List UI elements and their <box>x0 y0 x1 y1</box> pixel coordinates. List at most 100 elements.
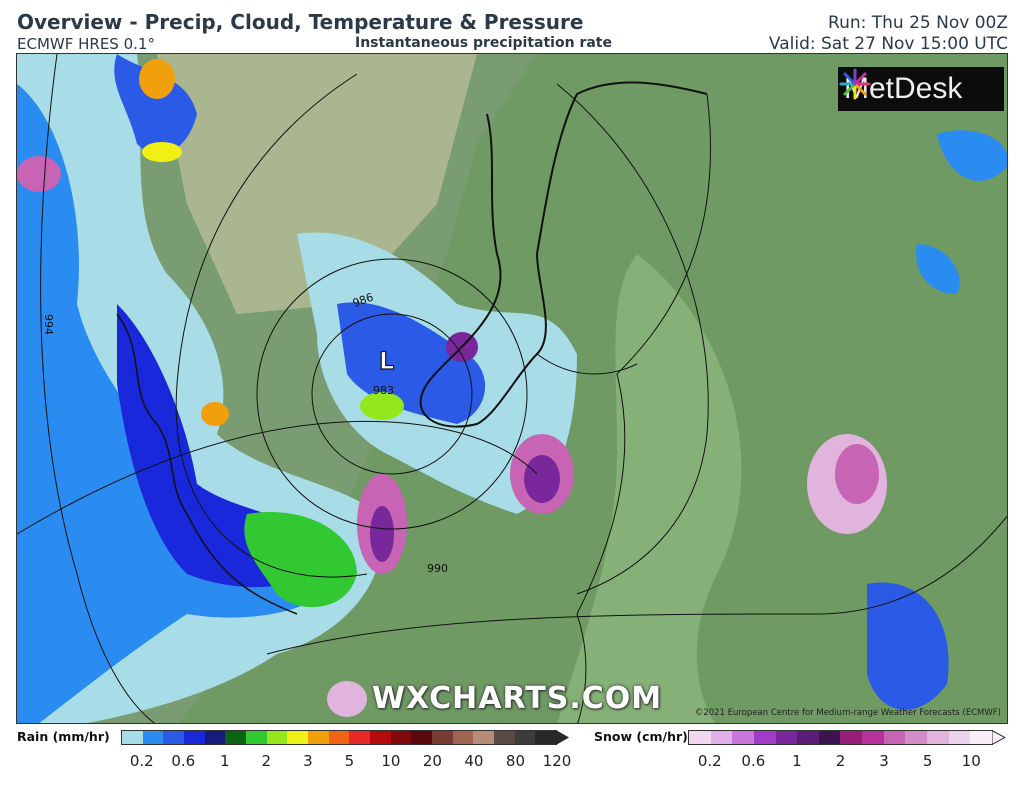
rain-colorbar-arrow <box>556 730 569 745</box>
rain-area <box>117 304 337 588</box>
isobar <box>17 420 538 535</box>
rain-cell <box>142 142 182 162</box>
low-pressure-value: 983 <box>373 384 394 397</box>
colorbar-tick-label: 5 <box>344 752 355 770</box>
rain-area <box>244 512 357 608</box>
colorbar-swatch <box>689 731 711 744</box>
colorbar-swatch <box>308 731 329 744</box>
colorbar-swatch <box>840 731 863 744</box>
isobar <box>175 73 368 578</box>
colorbar-swatch <box>862 731 884 744</box>
coastline <box>116 313 298 615</box>
colorbar-tick-label: 3 <box>879 752 889 770</box>
snow-area <box>835 444 879 504</box>
isobar-label: 994 <box>42 314 55 335</box>
rain-area <box>937 130 1007 181</box>
isobar <box>256 258 528 530</box>
colorbar-swatch <box>390 731 412 744</box>
rain-legend-label: Rain (mm/hr) <box>17 729 110 744</box>
colorbar-swatch <box>818 731 841 744</box>
colorbar-tick-label: 20 <box>422 752 442 770</box>
colorbar-swatch <box>225 731 247 744</box>
metdesk-logo-text: MetDesk <box>844 72 963 105</box>
colorbar-tick-label: 2 <box>835 752 846 770</box>
colorbar-swatch <box>287 731 309 744</box>
snow-colorbar-arrow <box>992 730 1006 745</box>
rain-cell <box>201 402 229 426</box>
colorbar-tick-label: 80 <box>505 752 526 770</box>
colorbar-swatch <box>927 731 949 744</box>
colorbar-swatch <box>411 731 433 744</box>
chart-subtitle: Instantaneous precipitation rate <box>355 35 612 51</box>
metdesk-logo: MetDesk <box>838 67 1004 111</box>
colorbar-swatch <box>246 731 267 744</box>
cloud-area <box>157 54 477 314</box>
colorbar-swatch <box>710 731 733 744</box>
colorbar-tick-label: 0.2 <box>697 752 722 770</box>
colorbar-tick-label: 0.6 <box>171 752 196 770</box>
colorbar-swatch <box>797 731 819 744</box>
colorbar-swatch <box>163 731 185 744</box>
colorbar-swatch <box>452 731 474 744</box>
colorbar-tick-label: 3 <box>303 752 313 770</box>
colorbar-tick-label: 0.6 <box>741 752 766 770</box>
border <box>536 353 638 375</box>
colorbar-tick-label: 2 <box>261 752 272 770</box>
isobar <box>556 83 709 595</box>
weather-map[interactable]: 994 986 990 L 983 MetDesk WXCHARTS.COM ©… <box>16 53 1008 724</box>
colorbar-tick-label: 0.2 <box>129 752 154 770</box>
colorbar-swatch <box>775 731 798 744</box>
rain-area <box>867 582 949 710</box>
colorbar-swatch <box>432 731 453 744</box>
rain-cell <box>139 59 175 99</box>
isobar <box>40 54 156 723</box>
chart-title: Overview - Precip, Cloud, Temperature & … <box>17 10 584 34</box>
colorbar-swatch <box>473 731 495 744</box>
rain-area <box>114 54 197 154</box>
rain-area <box>916 244 960 294</box>
colorbar-swatch <box>328 731 350 744</box>
snow-area <box>17 156 61 192</box>
snow-colorbar <box>688 730 993 745</box>
colorbar-swatch <box>732 731 754 744</box>
colorbar-tick-label: 40 <box>464 752 484 770</box>
colorbar-swatch <box>349 731 371 744</box>
copyright: ©2021 European Centre for Medium-range W… <box>694 708 1001 718</box>
snow-area <box>524 455 560 503</box>
colorbar-tick-label: 120 <box>542 752 572 770</box>
colorbar-swatch <box>753 731 776 744</box>
colorbar-swatch <box>370 731 391 744</box>
model-name: ECMWF HRES 0.1° <box>17 35 155 53</box>
coastline <box>419 81 708 428</box>
isobar <box>311 313 473 475</box>
low-pressure-marker: L <box>379 347 394 375</box>
colorbar-swatch <box>184 731 205 744</box>
colorbar-tick-label: 10 <box>381 752 401 770</box>
rain-cell <box>360 392 404 420</box>
watermark: WXCHARTS.COM <box>372 681 663 716</box>
isobar <box>266 515 1007 655</box>
colorbar-tick-label: 1 <box>220 752 230 770</box>
colorbar-swatch <box>494 731 515 744</box>
snow-area <box>370 506 394 562</box>
cloud-area <box>557 254 742 723</box>
rain-colorbar <box>121 730 557 745</box>
colorbar-swatch <box>514 731 536 744</box>
map-canvas: 994 986 990 L 983 <box>17 54 1007 723</box>
colorbar-swatch <box>970 731 992 744</box>
colorbar-swatch <box>142 731 164 744</box>
colorbar-tick-label: 5 <box>922 752 933 770</box>
run-time: Run: Thu 25 Nov 00Z <box>828 13 1008 33</box>
isobar-label: 990 <box>427 562 448 575</box>
colorbar-swatch <box>883 731 906 744</box>
border <box>576 93 711 723</box>
snow-area <box>327 681 367 717</box>
colorbar-swatch <box>535 731 557 744</box>
snow-legend-label: Snow (cm/hr) <box>594 729 688 744</box>
colorbar-tick-label: 1 <box>792 752 802 770</box>
colorbar-swatch <box>204 731 226 744</box>
colorbar-tick-label: 10 <box>961 752 981 770</box>
colorbar-swatch <box>266 731 288 744</box>
colorbar-swatch <box>122 731 143 744</box>
valid-time: Valid: Sat 27 Nov 15:00 UTC <box>768 34 1008 54</box>
